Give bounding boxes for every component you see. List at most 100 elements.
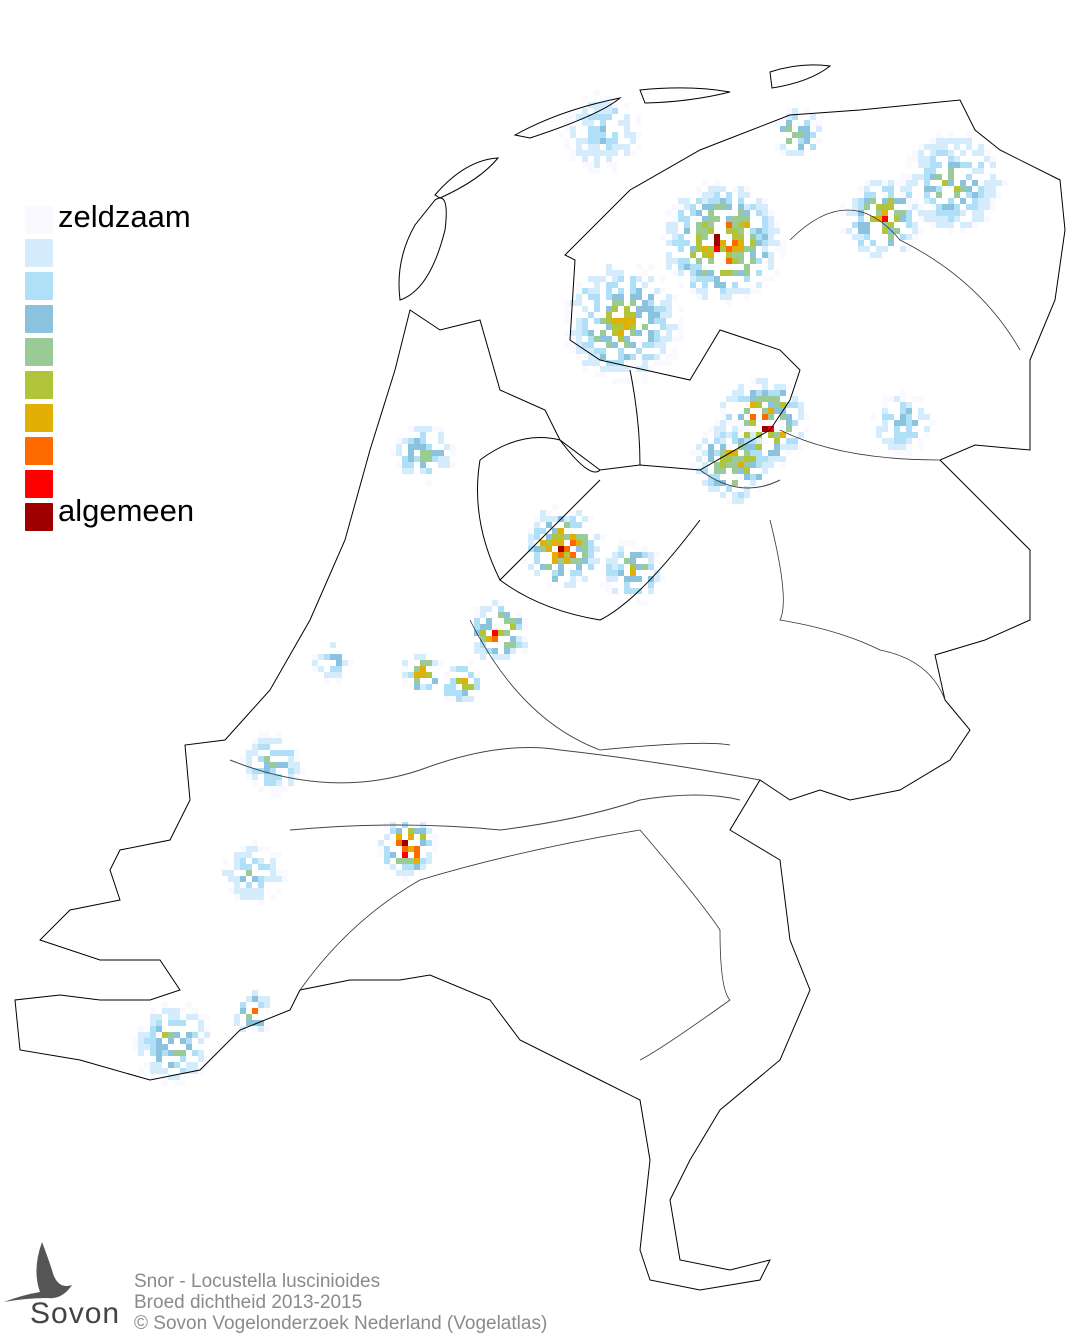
density-cell <box>978 204 984 210</box>
density-cell <box>948 198 954 204</box>
density-cell <box>900 402 906 408</box>
density-cell <box>864 198 870 204</box>
density-cell <box>774 438 780 444</box>
density-cell <box>174 1020 180 1026</box>
density-cell <box>774 444 780 450</box>
density-cell <box>744 492 750 498</box>
density-cell <box>240 864 246 870</box>
density-cell <box>618 324 624 330</box>
density-cell <box>270 792 276 798</box>
legend-swatch-1 <box>25 239 53 267</box>
density-cell <box>600 366 606 372</box>
density-cell <box>258 744 264 750</box>
density-cell <box>672 234 678 240</box>
density-cell <box>744 246 750 252</box>
density-cell <box>390 450 396 456</box>
density-cell <box>252 1026 258 1032</box>
density-cell <box>780 246 786 252</box>
density-cell <box>738 252 744 258</box>
density-cell <box>738 198 744 204</box>
density-cell <box>720 438 726 444</box>
density-cell <box>738 228 744 234</box>
density-cell <box>426 426 432 432</box>
density-cell <box>690 282 696 288</box>
density-cell <box>576 348 582 354</box>
density-cell <box>246 864 252 870</box>
density-cell <box>636 144 642 150</box>
density-cell <box>648 306 654 312</box>
density-cell <box>696 246 702 252</box>
density-cell <box>162 1050 168 1056</box>
density-cell <box>246 888 252 894</box>
density-cell <box>726 498 732 504</box>
density-cell <box>750 204 756 210</box>
density-cell <box>738 414 744 420</box>
density-cell <box>726 252 732 258</box>
density-cell <box>318 666 324 672</box>
density-cell <box>198 1050 204 1056</box>
density-cell <box>786 150 792 156</box>
density-cell <box>528 564 534 570</box>
density-cell <box>438 456 444 462</box>
density-cell <box>162 1068 168 1074</box>
density-cell <box>180 1080 186 1086</box>
legend-swatch-3 <box>25 305 53 333</box>
density-cell <box>732 390 738 396</box>
density-cell <box>606 306 612 312</box>
density-cell <box>396 438 402 444</box>
density-cell <box>654 306 660 312</box>
density-cell <box>594 114 600 120</box>
density-cell <box>696 456 702 462</box>
density-cell <box>954 138 960 144</box>
density-cell <box>738 420 744 426</box>
density-cell <box>564 318 570 324</box>
island-texel <box>398 197 447 301</box>
density-cell <box>840 204 846 210</box>
density-cell <box>930 420 936 426</box>
density-cell <box>144 1032 150 1038</box>
density-cell <box>696 276 702 282</box>
density-cell <box>630 282 636 288</box>
density-cell <box>396 834 402 840</box>
density-cell <box>594 156 600 162</box>
density-cell <box>924 192 930 198</box>
density-cell <box>882 180 888 186</box>
density-cell <box>612 378 618 384</box>
density-cell <box>918 408 924 414</box>
density-cell <box>888 204 894 210</box>
density-cell <box>858 222 864 228</box>
density-cell <box>570 510 576 516</box>
density-cell <box>240 876 246 882</box>
density-cell <box>750 396 756 402</box>
density-cell <box>588 336 594 342</box>
density-cell <box>708 426 714 432</box>
density-cell <box>606 294 612 300</box>
density-cell <box>768 432 774 438</box>
density-cell <box>246 852 252 858</box>
density-cell <box>576 318 582 324</box>
density-cell <box>912 156 918 162</box>
density-cell <box>900 246 906 252</box>
density-cell <box>570 156 576 162</box>
density-cell <box>606 576 612 582</box>
density-cell <box>858 198 864 204</box>
density-cell <box>636 264 642 270</box>
density-cell <box>558 132 564 138</box>
density-cell <box>594 360 600 366</box>
density-cell <box>774 228 780 234</box>
density-cell <box>294 762 300 768</box>
density-cell <box>942 204 948 210</box>
density-cell <box>624 144 630 150</box>
density-cell <box>768 252 774 258</box>
density-cell <box>618 288 624 294</box>
density-cell <box>702 234 708 240</box>
density-cell <box>852 204 858 210</box>
density-cell <box>924 198 930 204</box>
density-cell <box>414 444 420 450</box>
density-cell <box>708 192 714 198</box>
density-cell <box>978 144 984 150</box>
density-cell <box>450 690 456 696</box>
density-cell <box>408 864 414 870</box>
density-cell <box>792 396 798 402</box>
